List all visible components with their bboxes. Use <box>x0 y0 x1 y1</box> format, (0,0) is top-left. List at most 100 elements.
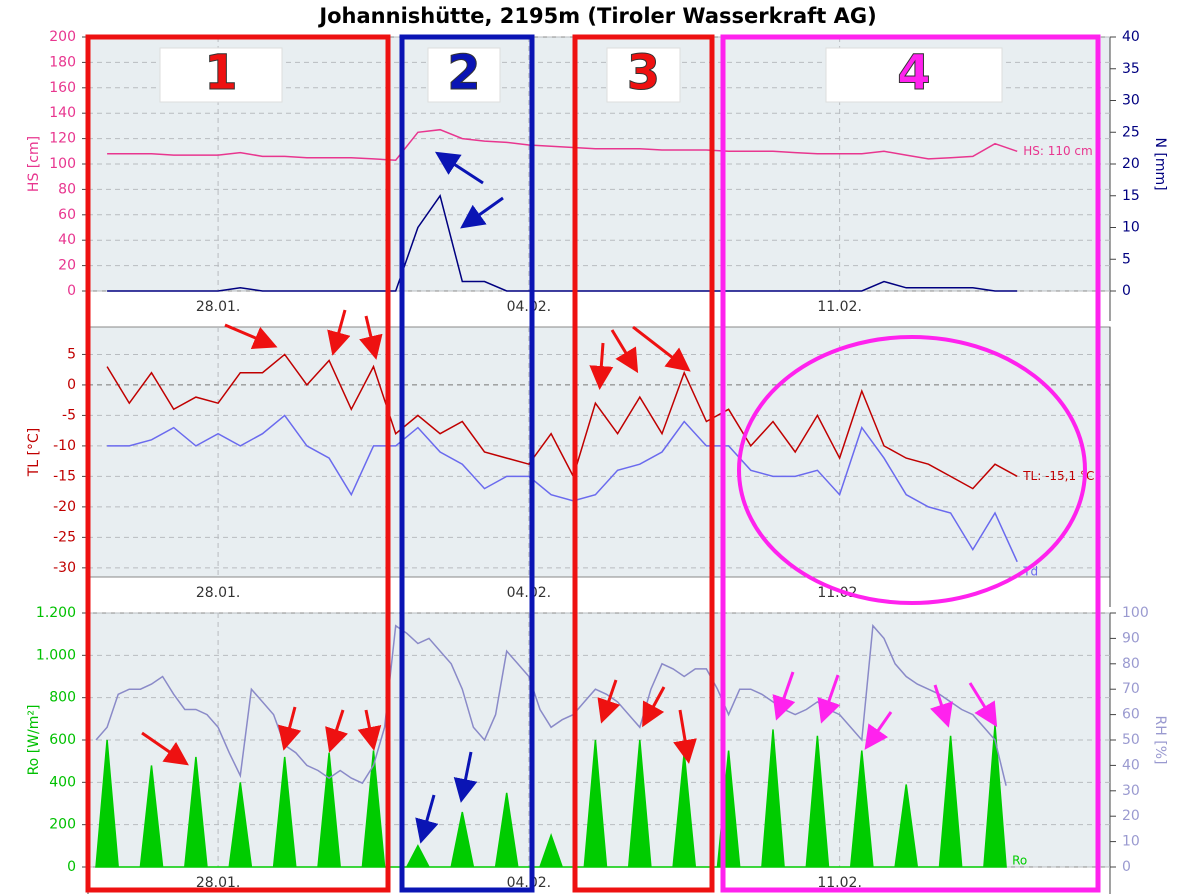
x-tick-label: 04.02. <box>507 585 552 601</box>
y2-tick-label: 30 <box>1122 783 1140 799</box>
y-tick-label: 800 <box>49 690 76 706</box>
annotation-number: 4 <box>897 45 930 101</box>
y-tick-label: 1.000 <box>36 647 76 663</box>
arrow <box>327 309 351 356</box>
y2-tick-label: 60 <box>1122 707 1140 723</box>
y-tick-label: 5 <box>67 346 76 362</box>
arrow <box>415 794 439 844</box>
y-tick-label: 160 <box>49 80 76 96</box>
x-tick-label: 11.02. <box>817 875 862 891</box>
x-tick-label: 11.02. <box>817 299 862 315</box>
arrow <box>673 709 697 764</box>
y-tick-label: 20 <box>58 258 76 274</box>
label-box <box>427 47 501 103</box>
arrow <box>224 323 278 349</box>
y-tick-label: 180 <box>49 54 76 70</box>
annotation-number: 2 <box>447 45 480 101</box>
arrow <box>610 329 639 374</box>
line <box>107 194 1018 292</box>
arrow <box>277 706 302 751</box>
arrow <box>357 709 382 751</box>
arrow <box>359 315 383 360</box>
plot-area <box>87 326 1111 578</box>
line <box>106 353 1018 490</box>
y-tick-label: 120 <box>49 131 76 147</box>
y-axis-label: Ro [W/m²] <box>26 705 42 776</box>
line <box>95 623 1007 786</box>
arrow <box>325 709 348 753</box>
highlight-frame <box>572 34 715 893</box>
y2-tick-label: 15 <box>1122 188 1140 204</box>
y2-tick-label: 10 <box>1122 834 1140 850</box>
series-label: Ro <box>1012 854 1027 868</box>
y2-tick-label: 80 <box>1122 656 1140 672</box>
y-tick-label: 1.200 <box>36 605 76 621</box>
y2-axis-label: N [mm] <box>1152 137 1168 190</box>
y-tick-label: -10 <box>53 438 76 454</box>
y-tick-label: 0 <box>67 377 76 393</box>
arrow <box>597 679 621 724</box>
y-tick-label: -20 <box>53 499 76 515</box>
arrow <box>968 682 998 728</box>
highlight-ellipse <box>737 335 1087 605</box>
y-tick-label: -5 <box>62 407 76 423</box>
line <box>107 128 1018 161</box>
y2-tick-label: 5 <box>1122 251 1131 267</box>
arrow <box>589 342 614 390</box>
y-tick-label: 200 <box>49 29 76 45</box>
series-label: HS: 110 cm <box>1023 144 1093 158</box>
y-tick-label: 60 <box>58 207 76 223</box>
y-tick-label: 140 <box>49 105 76 121</box>
highlight-frame <box>85 34 391 893</box>
y2-tick-label: 50 <box>1122 732 1140 748</box>
label-box <box>606 47 681 103</box>
arrow <box>772 671 796 721</box>
y2-tick-label: 35 <box>1122 61 1140 77</box>
y-axis-label: HS [cm] <box>26 136 42 192</box>
y2-axis-label: RH [%] <box>1152 716 1168 765</box>
y2-tick-label: 100 <box>1122 605 1149 621</box>
x-tick-label: 04.02. <box>507 299 552 315</box>
y2-tick-label: 20 <box>1122 808 1140 824</box>
arrow <box>632 325 691 372</box>
x-tick-label: 28.01. <box>196 875 241 891</box>
y-axis-label: TL [°C] <box>26 428 42 478</box>
arrow <box>864 711 893 750</box>
series-label: TL: -15,1 °C <box>1022 469 1094 483</box>
x-tick-label: 28.01. <box>196 585 241 601</box>
x-tick-label: 11.02. <box>817 585 862 601</box>
highlight-frame <box>399 34 535 893</box>
arrow <box>642 686 666 728</box>
arrow <box>817 674 841 724</box>
y2-tick-label: 0 <box>1122 283 1131 299</box>
y-tick-label: 200 <box>49 817 76 833</box>
annotation-number: 3 <box>627 45 660 101</box>
arrow <box>434 151 484 185</box>
y-tick-label: 80 <box>58 181 76 197</box>
y-tick-label: 0 <box>67 859 76 875</box>
annotation-number: 1 <box>204 45 237 101</box>
arrow <box>453 751 478 803</box>
y-tick-label: 400 <box>49 774 76 790</box>
y2-tick-label: 70 <box>1122 681 1140 697</box>
y2-tick-label: 20 <box>1122 156 1140 172</box>
label-box <box>159 47 283 103</box>
label-box <box>825 47 1003 103</box>
y-tick-label: 600 <box>49 732 76 748</box>
y-tick-label: 100 <box>49 156 76 172</box>
y2-tick-label: 40 <box>1122 757 1140 773</box>
y2-tick-label: 30 <box>1122 93 1140 109</box>
arrow <box>930 684 953 728</box>
y-tick-label: 40 <box>58 232 76 248</box>
arrow <box>460 196 504 229</box>
x-tick-label: 04.02. <box>507 875 552 891</box>
y2-tick-label: 10 <box>1122 220 1140 236</box>
y2-tick-label: 25 <box>1122 124 1140 140</box>
y2-tick-label: 40 <box>1122 29 1140 45</box>
y-tick-label: -30 <box>53 560 76 576</box>
arrow <box>141 731 189 766</box>
y-tick-label: -25 <box>53 529 76 545</box>
y2-tick-label: 0 <box>1122 859 1131 875</box>
area <box>95 725 1007 868</box>
